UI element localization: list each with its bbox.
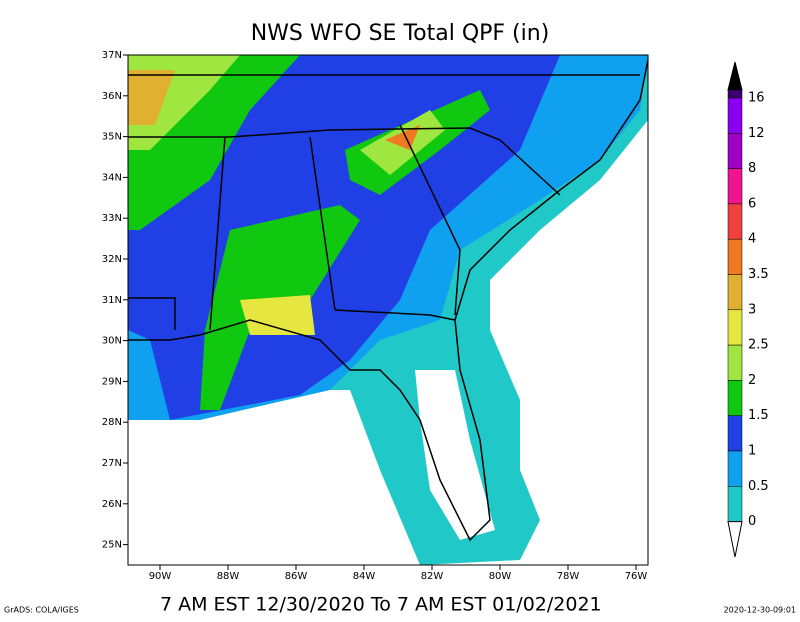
colorbar-label: 2 [748,373,756,388]
colorbar-segment [727,89,743,99]
colorbar-label: 3 [748,302,756,317]
lat-label: 25N [102,540,122,551]
lat-label: 26N [102,499,122,510]
colorbar-segment [727,380,743,416]
lat-label: 35N [102,132,122,143]
lon-label: 76W [625,571,648,582]
lat-label: 33N [102,213,122,224]
colorbar-segment [727,309,743,346]
lat-label: 34N [102,172,122,183]
lat-label: 28N [102,417,122,428]
colorbar-label: 12 [748,126,765,141]
colorbar-label: 8 [748,161,756,176]
title: NWS WFO SE Total QPF (in) [251,21,550,46]
lon-label: 84W [353,571,376,582]
colorbar-segment [727,486,743,522]
no-precip-area [415,370,495,540]
colorbar-label: 3.5 [748,267,769,282]
lat-label: 29N [102,376,122,387]
lat-label: 37N [102,50,122,61]
colorbar-segment [727,97,743,134]
colorbar-segment [727,344,743,381]
boundaries [128,59,649,542]
colorbar-segment [727,450,743,487]
colorbar-arrow-top [727,61,743,91]
colorbar-segment [727,133,743,169]
lat-label: 36N [102,91,122,102]
lat-label: 30N [102,336,122,347]
lat-label: 31N [102,295,122,306]
colorbar-segment [727,274,743,311]
map-frame [127,54,649,566]
colorbar-label: 4 [748,232,756,247]
lon-label: 80W [489,571,512,582]
colorbar-label: 0 [748,514,756,529]
lon-label: 78W [557,571,580,582]
lon-label: 90W [149,571,172,582]
lat-label: 27N [102,458,122,469]
precip-area [240,295,315,335]
subtitle: 7 AM EST 12/30/2020 To 7 AM EST 01/02/20… [160,594,602,616]
lon-label: 82W [421,571,444,582]
precip-area [128,70,175,125]
colorbar-segment [727,238,743,275]
colorbar-label: 0.5 [748,479,769,494]
colorbar-arrow-bottom [727,521,743,558]
colorbar-segment [727,168,743,205]
colorbar-segment [727,415,743,452]
lon-label: 88W [217,571,240,582]
lon-label: 86W [285,571,308,582]
lat-label: 32N [102,254,122,265]
precip-area [385,125,420,150]
colorbar-label: 6 [748,196,756,211]
colorbar-label: 1 [748,444,756,459]
colorbar-label: 1.5 [748,408,769,423]
map [128,55,649,565]
footer-right: 2020-12-30-09:01 [724,606,796,615]
colorbar-segment [727,203,743,240]
colorbar-label: 16 [748,91,765,106]
footer-left: GrADS: COLA/IGES [4,606,79,615]
colorbar-label: 2.5 [748,338,769,353]
